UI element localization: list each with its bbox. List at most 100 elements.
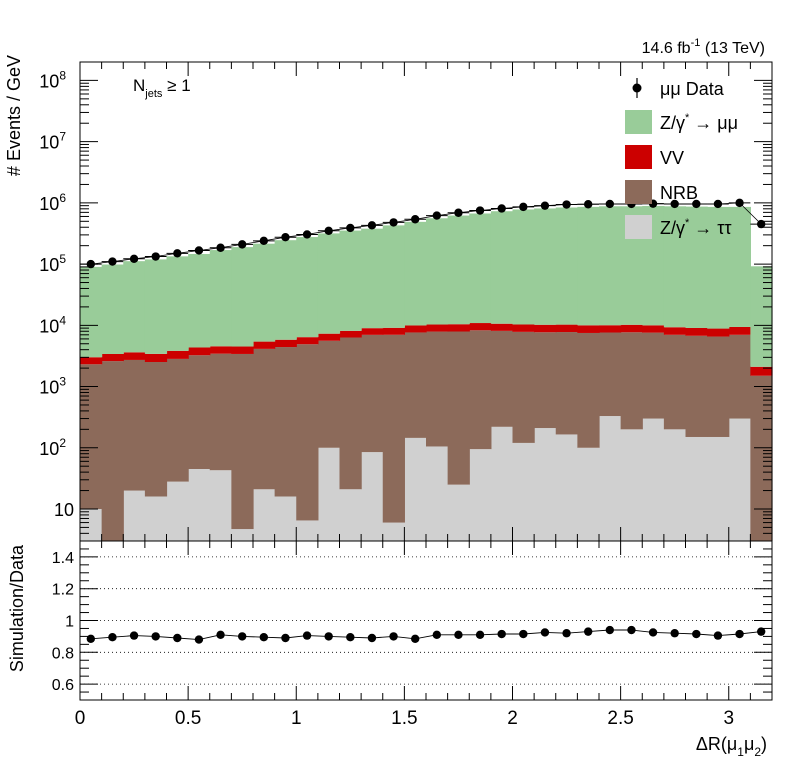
data-point-22 <box>562 200 571 209</box>
bar-zmm-15 <box>404 221 427 326</box>
bar-vv-11 <box>317 333 341 341</box>
bar-ztt-19 <box>490 426 514 542</box>
legend-label-zmm: Z/γ* → μμ <box>660 112 738 133</box>
y-tick-label: 106 <box>39 191 66 214</box>
legend-label-ztt: Z/γ* → ττ <box>660 217 732 238</box>
bar-zmm-9 <box>274 240 297 340</box>
bar-zmm-20 <box>512 209 535 325</box>
bar-ztt-11 <box>317 447 341 541</box>
bar-ztt-28 <box>685 436 708 542</box>
bar-zmm-21 <box>534 208 557 325</box>
ratio-point-6 <box>216 630 225 640</box>
bar-vv-29 <box>707 328 730 337</box>
bar-vv-9 <box>274 339 297 348</box>
bar-vv-3 <box>144 353 168 363</box>
y-tick-label: 108 <box>39 68 66 91</box>
bar-nrb-25 <box>620 332 643 430</box>
ratio-point-10 <box>302 631 312 640</box>
bar-nrb-15 <box>404 332 427 438</box>
x-tick-label: 2 <box>507 708 518 729</box>
bar-ztt-18 <box>469 449 492 541</box>
data-point-24 <box>605 199 615 209</box>
bar-nrb-6 <box>209 353 232 471</box>
ratio-point-13 <box>367 633 377 643</box>
bar-nrb-20 <box>512 331 535 443</box>
x-tick-label: 1 <box>291 708 302 729</box>
ratio-point-21 <box>540 628 550 637</box>
bar-zmm-11 <box>317 233 341 334</box>
ratio-point-22 <box>562 629 571 638</box>
bar-nrb-1 <box>101 361 124 541</box>
bar-nrb-18 <box>469 330 492 450</box>
ratio-point-16 <box>432 630 442 640</box>
bar-zmm-16 <box>426 218 449 325</box>
ratio-point-19 <box>497 629 506 639</box>
bar-zmm-30 <box>728 206 751 327</box>
ratio-point-27 <box>670 629 679 638</box>
bar-ztt-6 <box>209 470 232 541</box>
ratio-point-3 <box>151 632 160 641</box>
bar-ztt-3 <box>144 496 168 542</box>
bar-nrb-0 <box>80 364 103 509</box>
bar-vv-22 <box>555 324 578 333</box>
bar-zmm-12 <box>339 230 362 331</box>
data-point-29 <box>713 199 723 209</box>
bar-ztt-0 <box>80 508 103 541</box>
data-point-20 <box>519 202 528 212</box>
ratio-point-2 <box>129 631 139 640</box>
bar-ztt-17 <box>447 484 470 541</box>
bar-vv-14 <box>382 327 405 335</box>
bar-nrb-12 <box>339 337 362 490</box>
ratio-points <box>86 625 766 644</box>
ratio-point-31 <box>756 627 766 636</box>
bar-vv-25 <box>620 324 643 333</box>
stacked-histogram <box>80 205 773 542</box>
bar-zmm-19 <box>490 211 514 324</box>
ratio-point-28 <box>692 629 701 639</box>
data-point-18 <box>475 206 485 215</box>
y-tick-label: 103 <box>39 375 66 398</box>
bar-nrb-29 <box>707 336 730 437</box>
ratio-y-tick-label: 1.4 <box>52 550 74 567</box>
data-point-16 <box>432 211 442 220</box>
bar-nrb-19 <box>490 330 514 427</box>
legend-label-data: μμ Data <box>660 79 725 99</box>
bar-ztt-26 <box>642 418 665 542</box>
bar-zmm-4 <box>166 256 189 351</box>
x-tick-label: 3 <box>723 708 734 729</box>
bar-vv-24 <box>599 325 622 333</box>
ratio-point-1 <box>108 632 117 642</box>
bar-nrb-22 <box>555 332 578 435</box>
data-point-12 <box>346 223 355 233</box>
bar-vv-27 <box>663 327 687 335</box>
bar-vv-21 <box>534 324 557 333</box>
bar-zmm-1 <box>101 264 124 354</box>
ratio-point-0 <box>86 634 96 643</box>
bar-ztt-30 <box>728 418 751 542</box>
legend-swatch-nrb <box>625 180 652 204</box>
bar-nrb-4 <box>166 358 189 482</box>
bar-nrb-23 <box>577 332 600 448</box>
y-tick-label: 107 <box>39 130 66 153</box>
bar-zmm-10 <box>296 237 319 338</box>
data-point-11 <box>324 226 333 235</box>
bar-vv-8 <box>253 341 276 349</box>
ratio-point-8 <box>259 632 269 642</box>
bar-vv-0 <box>80 357 103 365</box>
bar-nrb-14 <box>382 334 405 523</box>
data-point-6 <box>216 243 225 252</box>
ratio-y-tick-label: 0.8 <box>52 645 74 662</box>
legend-swatch-zmm <box>625 110 652 134</box>
bar-ztt-15 <box>404 437 427 541</box>
bar-nrb-17 <box>447 331 470 485</box>
bar-zmm-31 <box>750 266 773 367</box>
data-point-28 <box>692 199 701 209</box>
top-y-axis-title: # Events / GeV <box>4 55 24 176</box>
bar-nrb-5 <box>188 355 211 469</box>
y-tick-label: 10 <box>54 500 74 520</box>
bar-ztt-22 <box>555 434 578 542</box>
data-point-7 <box>237 240 247 249</box>
bar-vv-2 <box>123 352 146 360</box>
bar-nrb-2 <box>123 359 146 491</box>
legend-label-vv: VV <box>660 148 684 168</box>
